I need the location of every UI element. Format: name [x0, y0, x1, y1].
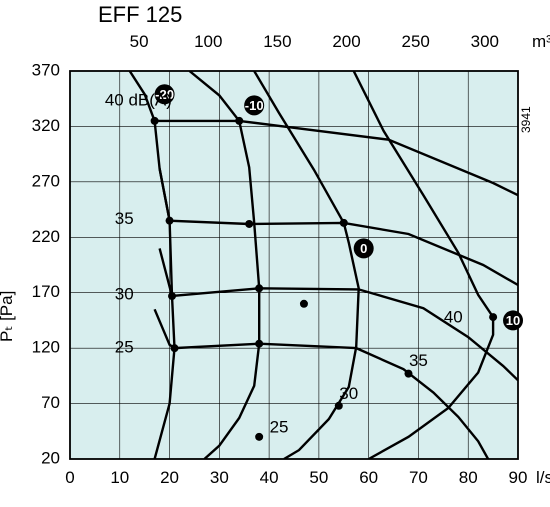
x-bottom-tick-label: 30	[210, 468, 229, 487]
x-bottom-tick-label: 60	[359, 468, 378, 487]
y-tick-label: 370	[32, 60, 60, 79]
x-bottom-tick-label: 20	[160, 468, 179, 487]
x-bottom-tick-label: 70	[409, 468, 428, 487]
y-tick-label: 170	[32, 282, 60, 301]
x-bottom-tick-label: 80	[459, 468, 478, 487]
noise-label-right: 35	[409, 351, 428, 370]
intersection-marker	[235, 117, 243, 125]
x-top-tick-label: 250	[401, 32, 429, 51]
curve-badge-label: 10	[506, 313, 520, 328]
plot-area	[70, 71, 518, 459]
noise-label-right: 40	[444, 308, 463, 327]
intersection-marker	[255, 340, 263, 348]
fan-performance-chart: -20-1001040 dB(A)40353530302525010203040…	[0, 0, 550, 507]
intersection-marker	[151, 117, 159, 125]
curve-badge-label: -10	[245, 98, 264, 113]
intersection-marker	[340, 219, 348, 227]
y-tick-label: 320	[32, 116, 60, 135]
intersection-marker	[168, 292, 176, 300]
x-top-tick-label: 100	[194, 32, 222, 51]
y-tick-label: 20	[41, 448, 60, 467]
intersection-marker	[300, 300, 308, 308]
chart-title: EFF 125	[98, 2, 182, 27]
y-tick-label: 70	[41, 393, 60, 412]
intersection-marker	[489, 313, 497, 321]
y-axis-label: Pₜ [Pa]	[0, 291, 16, 342]
intersection-marker	[171, 344, 179, 352]
noise-label-left: 25	[115, 338, 134, 357]
intersection-marker	[166, 217, 174, 225]
curve-badge-label: 0	[360, 241, 367, 256]
x-top-tick-label: 50	[130, 32, 149, 51]
x-bottom-tick-label: 0	[65, 468, 74, 487]
noise-label-left: 35	[115, 209, 134, 228]
noise-label-left: 40 dB(A)	[105, 90, 172, 109]
y-tick-label: 120	[32, 338, 60, 357]
x-bottom-tick-label: 50	[309, 468, 328, 487]
intersection-marker	[245, 220, 253, 228]
x-bottom-axis-label: l/s	[536, 468, 550, 487]
x-top-tick-label: 150	[263, 32, 291, 51]
noise-label-right: 25	[270, 417, 289, 436]
x-bottom-tick-label: 90	[509, 468, 528, 487]
x-bottom-tick-label: 40	[260, 468, 279, 487]
y-tick-label: 220	[32, 227, 60, 246]
x-top-tick-label: 300	[471, 32, 499, 51]
x-top-axis-label: m³/h	[532, 32, 550, 51]
y-tick-label: 270	[32, 171, 60, 190]
x-top-tick-label: 200	[332, 32, 360, 51]
intersection-marker	[255, 284, 263, 292]
intersection-marker	[255, 433, 263, 441]
noise-label-right: 30	[339, 384, 358, 403]
x-bottom-tick-label: 10	[110, 468, 129, 487]
noise-label-left: 30	[115, 284, 134, 303]
reference-code: 3941	[519, 106, 533, 133]
